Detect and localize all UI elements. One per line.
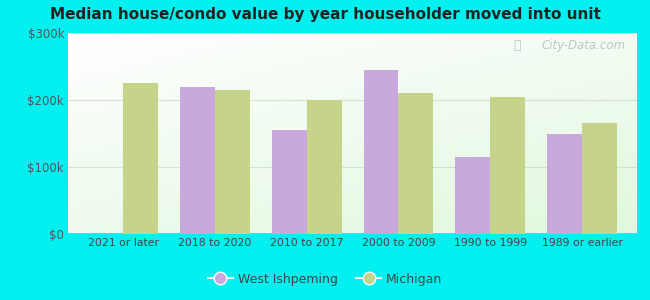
Text: ⓘ: ⓘ [513, 39, 521, 52]
Bar [215, 90, 250, 234]
Bar [547, 134, 582, 234]
Bar [307, 100, 342, 234]
Bar [180, 87, 215, 234]
Bar [398, 93, 434, 234]
Bar [363, 70, 398, 234]
Bar [272, 130, 307, 234]
Bar [490, 97, 525, 234]
Legend: West Ishpeming, Michigan: West Ishpeming, Michigan [203, 268, 447, 291]
Bar [582, 124, 617, 234]
Text: Median house/condo value by year householder moved into unit: Median house/condo value by year househo… [49, 8, 601, 22]
Text: City-Data.com: City-Data.com [541, 39, 625, 52]
Bar [456, 157, 490, 234]
Bar [124, 83, 158, 234]
